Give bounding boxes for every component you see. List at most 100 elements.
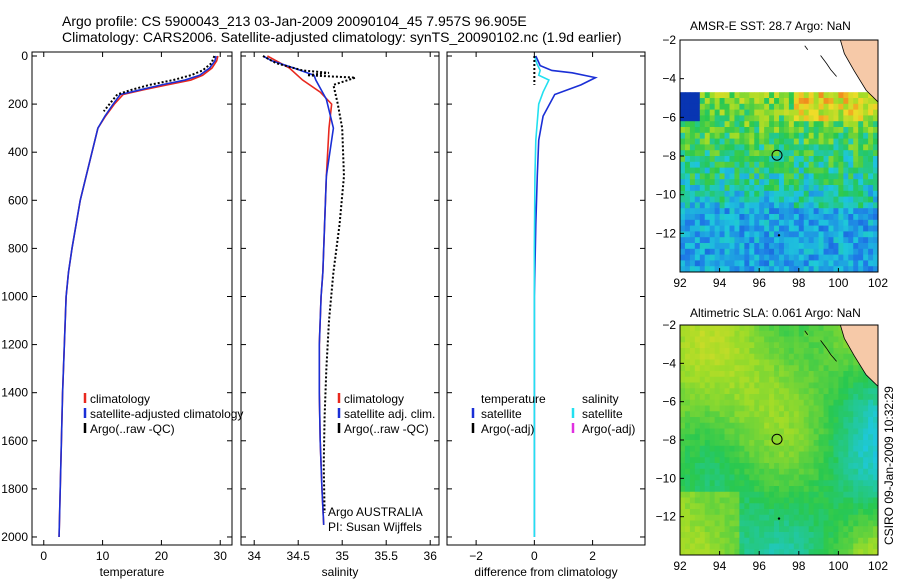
map-cell	[694, 399, 701, 406]
map-cell	[689, 150, 696, 157]
map-cell	[823, 190, 829, 197]
map-cell	[699, 190, 706, 197]
map-cell	[828, 98, 834, 105]
map-cell	[818, 399, 824, 406]
map-cell	[769, 451, 775, 458]
map-cell	[803, 537, 810, 544]
map-cell	[704, 254, 711, 261]
map-cell	[848, 434, 854, 441]
map-cell	[823, 474, 829, 481]
map-cell	[769, 440, 775, 447]
map-cell	[779, 185, 785, 192]
map-cell	[724, 254, 730, 261]
map-cell	[754, 202, 760, 209]
map-cell	[828, 417, 834, 424]
map-cell	[808, 219, 815, 226]
map-cell	[783, 132, 790, 139]
map-cell	[704, 399, 711, 406]
map-cell	[793, 325, 800, 332]
y-tick-label: 1600	[1, 434, 28, 448]
map-cell	[734, 98, 740, 105]
map-cell	[680, 336, 686, 343]
map-cell	[833, 173, 839, 180]
map-cell	[684, 480, 691, 487]
map-cell	[818, 382, 824, 389]
map-cell	[833, 491, 839, 498]
map-cell	[828, 196, 834, 203]
map-cell	[783, 503, 790, 510]
map-cell	[818, 474, 824, 481]
map-cell	[858, 132, 864, 139]
map-cell	[813, 196, 819, 203]
map-cell	[729, 348, 735, 355]
map-cell	[699, 138, 706, 145]
map-cell	[739, 109, 745, 116]
map-cell	[803, 138, 810, 145]
map-cell	[833, 457, 839, 464]
map-cell	[823, 98, 829, 105]
map-cell	[843, 474, 849, 481]
map-cell	[744, 451, 750, 458]
map-cell	[779, 115, 785, 122]
island-chain	[804, 330, 809, 335]
map-cell	[843, 382, 849, 389]
map-cell	[704, 543, 711, 550]
map-cell	[714, 486, 720, 493]
map-cell	[833, 231, 839, 238]
map-cell	[769, 190, 775, 197]
map-cell	[684, 254, 691, 261]
map-cell	[853, 243, 859, 250]
map-cell	[779, 103, 785, 110]
map-cell	[749, 348, 755, 355]
map-cell	[823, 480, 829, 487]
map-cell	[823, 103, 829, 110]
map-cell	[719, 179, 725, 186]
map-cell	[798, 491, 805, 498]
map-cell	[823, 254, 829, 261]
map-cell	[783, 520, 790, 527]
map-cell	[818, 167, 824, 174]
map-cell	[774, 463, 780, 470]
map-cell	[813, 359, 819, 366]
map-cell	[868, 225, 874, 232]
map-cell	[729, 254, 735, 261]
map-cell	[853, 365, 859, 372]
map-cell	[798, 103, 805, 110]
map-cell	[714, 394, 720, 401]
map-cell	[749, 532, 755, 539]
map-cell	[749, 457, 755, 464]
map-cell	[828, 190, 834, 197]
map-cell	[823, 376, 829, 383]
map-cell	[739, 526, 745, 533]
map-cell	[724, 231, 730, 238]
map-cell	[714, 348, 720, 355]
map-cell	[754, 514, 760, 521]
map-cell	[754, 330, 760, 337]
y-tick-label: 800	[8, 241, 28, 255]
map-cell	[843, 121, 849, 128]
map-cell	[863, 428, 869, 435]
map-cell	[729, 382, 735, 389]
map-cell	[709, 330, 716, 337]
map-cell	[739, 150, 745, 157]
map-cell	[769, 405, 775, 412]
map-cell	[744, 92, 750, 99]
map-cell	[803, 231, 810, 238]
map-cell	[689, 376, 696, 383]
map-cell	[798, 405, 805, 412]
map-cell	[788, 109, 795, 116]
map-cell	[714, 411, 720, 418]
map-cell	[798, 543, 805, 550]
map-cell	[724, 132, 730, 139]
map-cell	[783, 411, 790, 418]
map-cell	[699, 161, 706, 168]
map-cell	[788, 167, 795, 174]
y-tick-label: 600	[8, 193, 28, 207]
map-cell	[783, 526, 790, 533]
map-cell	[709, 359, 716, 366]
map-cell	[828, 382, 834, 389]
map-cell	[744, 491, 750, 498]
map-cell	[813, 127, 819, 134]
map-cell	[873, 150, 879, 157]
map-cell	[744, 543, 750, 550]
